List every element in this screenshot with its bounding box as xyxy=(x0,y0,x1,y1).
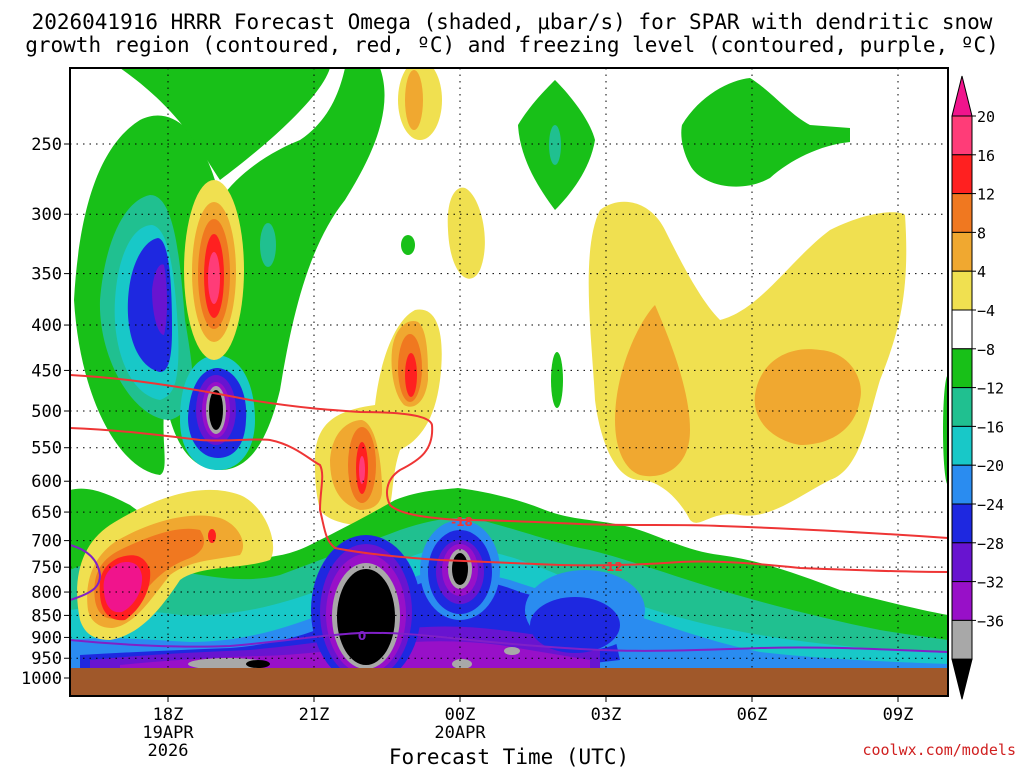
plot-frame xyxy=(69,67,949,697)
contours-freezing: 0 xyxy=(70,544,948,653)
omega-region-green-dot xyxy=(401,235,415,255)
colorbar-under-arrow xyxy=(951,658,973,700)
y-tick-label: 300 xyxy=(31,205,62,225)
omega-region-green-small xyxy=(551,352,563,408)
colorbar-label: 4 xyxy=(977,263,986,281)
x-tick-label: 00Z xyxy=(445,705,476,725)
omega-region-navy-03z xyxy=(530,597,620,653)
contour-line-minus12-inner xyxy=(70,427,948,573)
x-tick-label: 20APR xyxy=(434,723,486,743)
y-tick-label: 1000 xyxy=(21,669,62,689)
y-tick-label: 750 xyxy=(31,558,62,578)
omega-region-pink-upper-west xyxy=(208,252,220,304)
y-tick-label: 450 xyxy=(31,361,62,381)
omega-region-teal-north xyxy=(549,125,561,165)
colorbar-over-arrow xyxy=(951,75,973,117)
colorbar: 20 16 12 8 4 −4 −8 −12 −16 −20 −24 −28 −32 −36 xyxy=(951,75,1004,700)
colorbar-swatch xyxy=(951,309,973,350)
colorbar-swatch xyxy=(951,231,973,272)
x-tick-label: 21Z xyxy=(299,705,330,725)
contour-label-minus18: -18 xyxy=(451,515,473,529)
colorbar-swatch xyxy=(951,193,973,233)
omega-region-yellow-midupper xyxy=(447,187,485,279)
colorbar-label: 20 xyxy=(977,108,995,126)
colorbar-label: −36 xyxy=(977,612,1004,630)
omega-region-red-dot-west xyxy=(208,529,216,543)
gridlines xyxy=(70,68,948,696)
y-tick-label: 350 xyxy=(31,265,62,285)
y-tick-label: 850 xyxy=(31,606,62,626)
x-tick-label: 03Z xyxy=(591,705,622,725)
y-tick-label: 900 xyxy=(31,628,62,648)
omega-region-grey-low-2 xyxy=(452,659,472,669)
colorbar-swatch xyxy=(951,270,973,311)
colorbar-label: 12 xyxy=(977,186,995,204)
colorbar-label: −4 xyxy=(977,302,995,320)
freezing-level-line-west xyxy=(70,544,102,601)
contours-dendritic: -18 -12 xyxy=(70,374,948,574)
colorbar-swatch xyxy=(951,387,973,427)
y-axis-tick-labels: 2503003504004505005506006507007508008509… xyxy=(21,135,70,689)
omega-region-black-low xyxy=(246,660,270,668)
y-tick-label: 800 xyxy=(31,583,62,603)
omega-region-pink-low-west xyxy=(103,562,143,613)
omega-region-green-top xyxy=(120,68,330,180)
chart-title-line-1: 2026041916 HRRR Forecast Omega (shaded, … xyxy=(32,10,993,34)
omega-region-cyan-spot xyxy=(260,223,276,267)
colorbar-swatch xyxy=(951,115,973,156)
omega-region-gold-east-1 xyxy=(615,305,690,477)
y-tick-label: 650 xyxy=(31,503,62,523)
colorbar-label: 16 xyxy=(977,147,995,165)
y-tick-label: 500 xyxy=(31,402,62,422)
x-tick-label: 09Z xyxy=(883,705,914,725)
omega-region-grey-low-3 xyxy=(504,647,520,655)
colorbar-swatch xyxy=(951,425,973,466)
omega-region-purple-west xyxy=(152,264,167,335)
contour-label-freezing: 0 xyxy=(358,629,366,643)
colorbar-swatch xyxy=(951,542,973,583)
omega-region-black-mid xyxy=(209,390,223,430)
contour-line-minus12-outer xyxy=(70,374,948,539)
omega-region-gold-east-2 xyxy=(754,349,861,445)
y-tick-label: 600 xyxy=(31,472,62,492)
freezing-level-line xyxy=(70,631,948,653)
chart-title-line-2: growth region (contoured, red, ºC) and f… xyxy=(25,33,999,57)
y-tick-label: 250 xyxy=(31,135,62,155)
y-tick-label: 550 xyxy=(31,439,62,459)
x-tick-label: 18Z xyxy=(153,705,184,725)
omega-region-green-northeast xyxy=(681,78,850,187)
colorbar-label: −16 xyxy=(977,418,1004,436)
omega-region-black-core-22z xyxy=(337,569,395,665)
contour-label-minus12: -12 xyxy=(601,560,623,574)
colorbar-label: −28 xyxy=(977,535,1004,553)
colorbar-label: −32 xyxy=(977,574,1004,592)
y-tick-label: 700 xyxy=(31,532,62,552)
credit-link[interactable]: coolwx.com/models xyxy=(862,741,1016,759)
x-tick-label: 19APR xyxy=(142,723,194,743)
ground-surface xyxy=(70,668,948,696)
x-tick-label: 2026 xyxy=(148,741,189,761)
colorbar-swatch xyxy=(951,581,973,621)
colorbar-label: −24 xyxy=(977,496,1004,514)
colorbar-label: −12 xyxy=(977,380,1004,398)
colorbar-swatch xyxy=(951,619,973,660)
colorbar-swatch xyxy=(951,348,973,389)
omega-region-gold-top xyxy=(405,70,423,130)
omega-region-red-midlevel-2 xyxy=(405,353,417,397)
omega-region-green-east-edge xyxy=(943,375,948,485)
y-tick-label: 400 xyxy=(31,316,62,336)
colorbar-swatch xyxy=(951,154,973,195)
colorbar-swatch xyxy=(951,503,973,544)
y-tick-label: 950 xyxy=(31,649,62,669)
colorbar-label: 8 xyxy=(977,224,986,242)
x-tick-label: 06Z xyxy=(737,705,768,725)
x-axis-label: Forecast Time (UTC) xyxy=(389,745,629,768)
colorbar-label: −20 xyxy=(977,457,1004,475)
colorbar-label: −8 xyxy=(977,341,995,359)
colorbar-swatch xyxy=(951,464,973,505)
omega-region-grey-low xyxy=(188,658,268,670)
omega-region-red-dot-01 xyxy=(359,456,365,484)
